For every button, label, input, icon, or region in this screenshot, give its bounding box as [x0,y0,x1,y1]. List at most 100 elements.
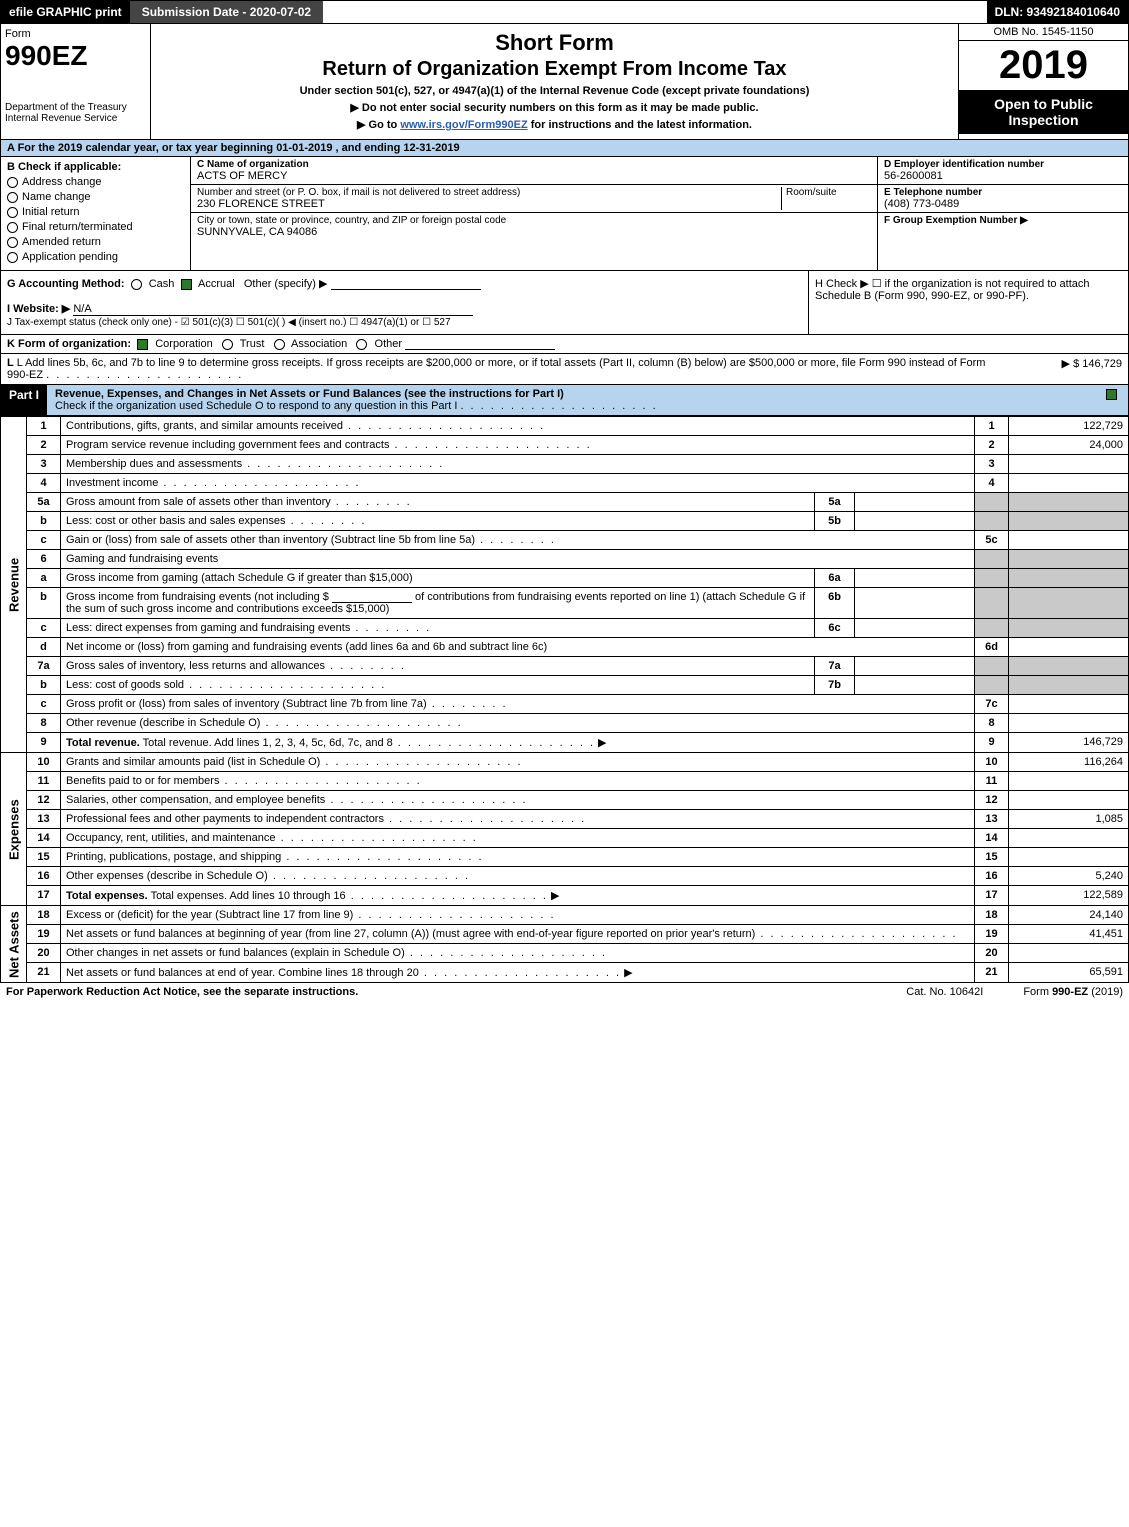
g-accrual-check[interactable] [181,279,192,290]
ln10-desc: Grants and similar amounts paid (list in… [66,756,320,768]
org-street: 230 FLORENCE STREET [197,198,781,210]
part1-header-row: Part I Revenue, Expenses, and Changes in… [0,385,1129,416]
ln6b-desc1: Gross income from fundraising events (no… [66,591,329,603]
g-cash-check[interactable] [131,279,142,290]
ln6c-inner: 6c [815,619,855,638]
side-net-assets: Net Assets [1,906,27,983]
ln20-val [1009,944,1129,963]
ln7b-desc: Less: cost of goods sold [66,679,184,691]
ein-value: 56-2600081 [884,170,1122,182]
ln6b-inner: 6b [815,588,855,619]
ln8-val [1009,714,1129,733]
g-other: Other (specify) ▶ [244,278,328,290]
goto-post: for instructions and the latest informat… [531,119,752,131]
ln4-val [1009,474,1129,493]
l-amount: ▶ $ 146,729 [1002,357,1122,381]
part1-title: Revenue, Expenses, and Changes in Net As… [55,388,564,400]
ln3-desc: Membership dues and assessments [66,458,242,470]
irs-link[interactable]: www.irs.gov/Form990EZ [400,119,527,131]
opt-amended-return[interactable]: Amended return [7,236,184,248]
page-footer: For Paperwork Reduction Act Notice, see … [0,983,1129,1001]
part1-scho-check[interactable] [1106,389,1117,400]
k-corp-check[interactable] [137,339,148,350]
k-other-line[interactable] [405,338,555,350]
ln4-desc: Investment income [66,477,158,489]
k-other: Other [375,338,403,350]
footer-paperwork: For Paperwork Reduction Act Notice, see … [6,986,866,998]
ln11-val [1009,772,1129,791]
ln6a-inner: 6a [815,569,855,588]
ln10-val: 116,264 [1009,753,1129,772]
ln6d-val [1009,638,1129,657]
ln17-desc: Total expenses. Add lines 10 through 16 [151,890,346,902]
k-trust-check[interactable] [222,339,233,350]
ln6d-desc: Net income or (loss) from gaming and fun… [66,641,547,653]
opt-initial-return[interactable]: Initial return [7,206,184,218]
tel-value: (408) 773-0489 [884,198,1122,210]
ln1-desc: Contributions, gifts, grants, and simila… [66,420,343,432]
k-assoc-check[interactable] [274,339,285,350]
j-tax-exempt: J Tax-exempt status (check only one) - ☑… [7,317,451,328]
dept-treasury: Department of the Treasury [5,102,146,113]
ln19-val: 41,451 [1009,925,1129,944]
h-text: H Check ▶ ☐ if the organization is not r… [815,278,1090,302]
opt-final-return[interactable]: Final return/terminated [7,221,184,233]
form-number: 990EZ [5,40,146,72]
opt-application-pending[interactable]: Application pending [7,251,184,263]
subtitle-ssn-warning: ▶ Do not enter social security numbers o… [159,101,950,114]
irs-label: Internal Revenue Service [5,113,146,124]
header-left: Form 990EZ Department of the Treasury In… [1,24,151,139]
ln11-desc: Benefits paid to or for members [66,775,219,787]
c-name-label: C Name of organization [197,159,871,170]
omb-number: OMB No. 1545-1150 [959,24,1128,41]
ln18-val: 24,140 [1009,906,1129,925]
g-other-line[interactable] [331,278,481,290]
ln19-desc: Net assets or fund balances at beginning… [66,928,755,940]
tax-year: 2019 [959,41,1128,90]
title-short-form: Short Form [159,30,950,56]
ln9-val: 146,729 [1009,733,1129,753]
part1-label: Part I [1,385,47,415]
g-label: G Accounting Method: [7,278,125,290]
ln6b-blank[interactable] [332,591,412,603]
h-box: H Check ▶ ☐ if the organization is not r… [808,271,1128,334]
row-l: L L Add lines 5b, 6c, and 7b to line 9 t… [0,354,1129,385]
header-right: OMB No. 1545-1150 2019 Open to Public In… [958,24,1128,139]
header-center: Short Form Return of Organization Exempt… [151,24,958,139]
k-assoc: Association [291,338,347,350]
g-cash: Cash [149,278,175,290]
room-suite-label: Room/suite [786,187,871,198]
k-corp: Corporation [155,338,212,350]
ln15-val [1009,848,1129,867]
ln1-rnum: 1 [975,417,1009,436]
efile-print-label[interactable]: efile GRAPHIC print [1,1,130,23]
col-d-ids: D Employer identification number 56-2600… [878,157,1128,270]
form-header: Form 990EZ Department of the Treasury In… [0,24,1129,140]
ln21-desc: Net assets or fund balances at end of ye… [66,967,419,979]
ln6-desc: Gaming and fundraising events [66,553,218,565]
ln13-desc: Professional fees and other payments to … [66,813,384,825]
k-other-check[interactable] [356,339,367,350]
ln1-val: 122,729 [1009,417,1129,436]
d-ein-label: D Employer identification number [884,159,1122,170]
form-label: Form [5,28,146,40]
footer-catno: Cat. No. 10642I [866,986,1023,998]
open-to-public: Open to Public Inspection [959,90,1128,134]
ln6a-desc: Gross income from gaming (attach Schedul… [66,572,413,584]
ln17-val: 122,589 [1009,886,1129,906]
row-gh: G Accounting Method: Cash Accrual Other … [0,271,1129,335]
ln8-desc: Other revenue (describe in Schedule O) [66,717,260,729]
footer-formref: Form 990-EZ (2019) [1023,986,1123,998]
org-info-block: B Check if applicable: Address change Na… [0,157,1129,271]
opt-name-change[interactable]: Name change [7,191,184,203]
f-group-label: F Group Exemption Number ▶ [884,215,1122,226]
subtitle-section: Under section 501(c), 527, or 4947(a)(1)… [159,85,950,97]
c-city-label: City or town, state or province, country… [197,215,871,226]
ln5c-val [1009,531,1129,550]
row-a-tax-year: A For the 2019 calendar year, or tax yea… [0,140,1129,157]
side-expenses: Expenses [1,753,27,906]
opt-address-change[interactable]: Address change [7,176,184,188]
g-accrual: Accrual [198,278,235,290]
ln1-num: 1 [27,417,61,436]
e-tel-label: E Telephone number [884,187,1122,198]
